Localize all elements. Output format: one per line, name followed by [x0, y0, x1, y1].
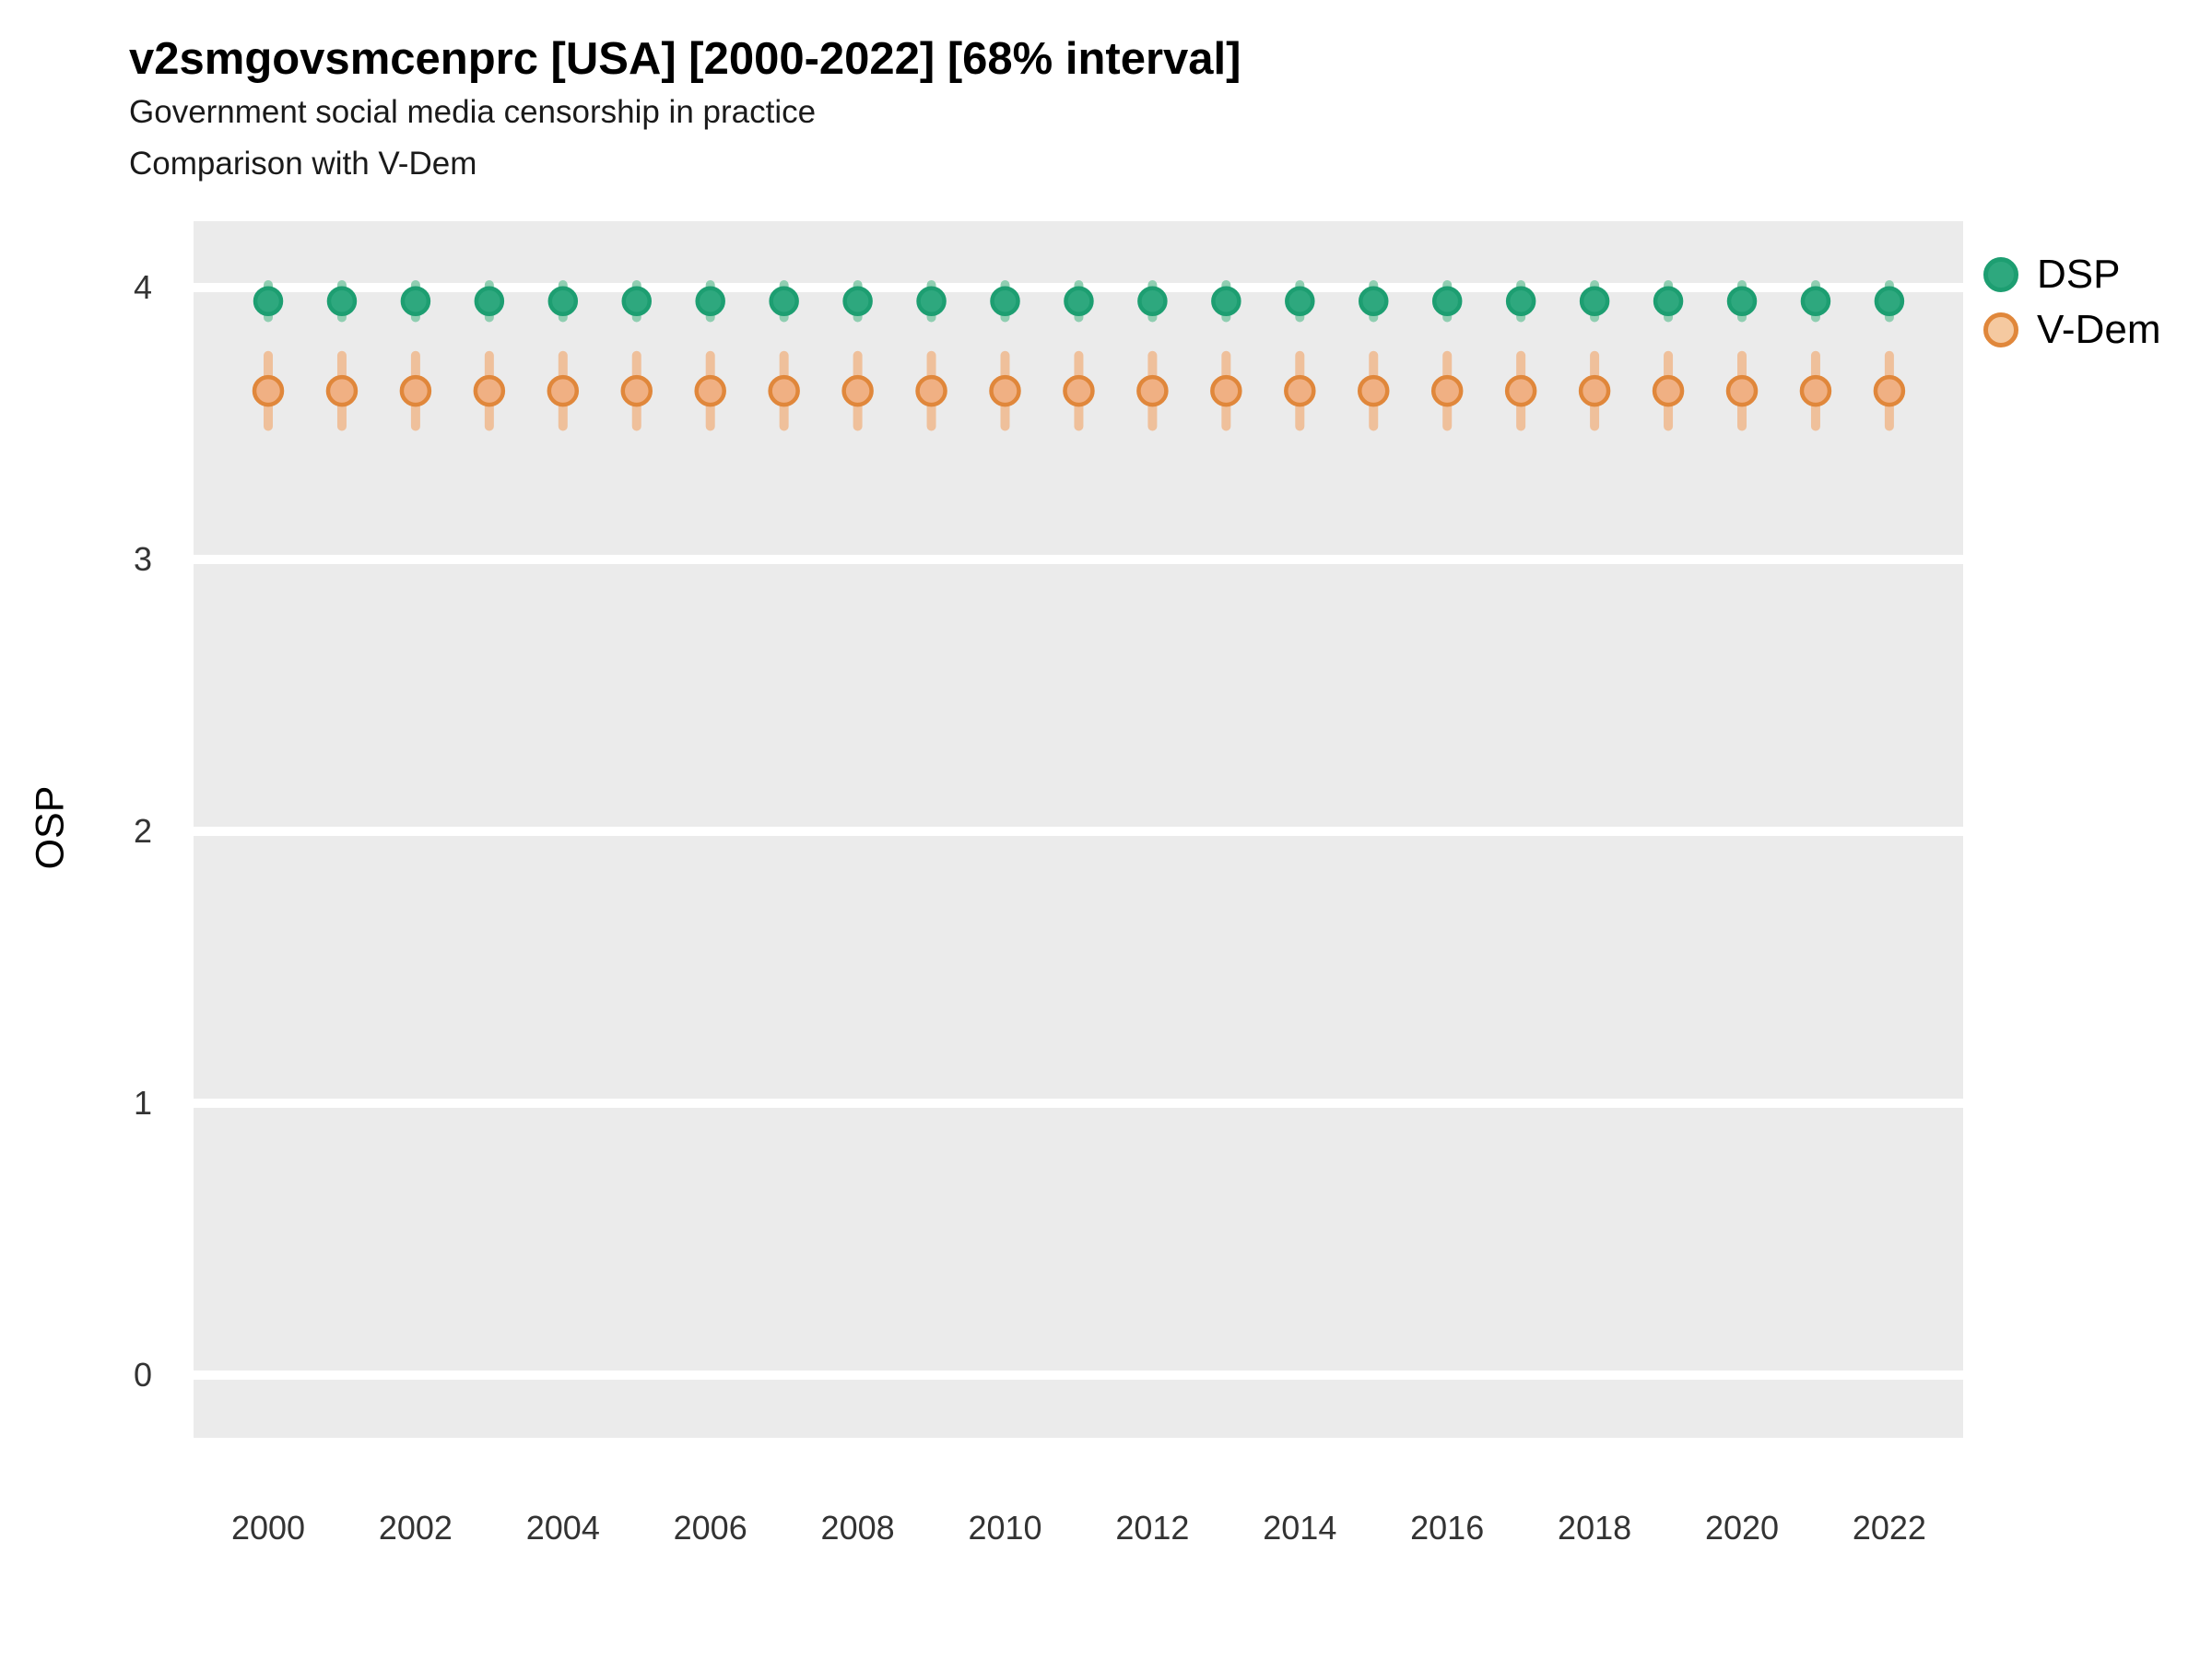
- x-tick-label-2022: 2022: [1852, 1509, 1926, 1547]
- dsp-point-2010: [990, 286, 1020, 316]
- vdem-point-2015: [1358, 374, 1390, 407]
- major-gridline-y0: [194, 1371, 1963, 1380]
- dsp-point-2001: [326, 286, 358, 316]
- dsp-point-2008: [842, 286, 873, 316]
- dsp-marker-icon: [1983, 257, 2018, 292]
- dsp-point-2012: [1137, 286, 1168, 316]
- vdem-point-2017: [1504, 374, 1537, 407]
- vdem-point-2000: [252, 374, 285, 407]
- vdem-point-2004: [547, 374, 580, 407]
- dsp-point-2009: [916, 286, 947, 316]
- dsp-point-2005: [621, 286, 652, 316]
- major-gridline-y3: [194, 555, 1963, 564]
- dsp-point-2018: [1579, 286, 1610, 316]
- legend-item-dsp: DSP: [1983, 251, 2160, 299]
- dsp-point-2007: [769, 286, 799, 316]
- plot-panel: [194, 221, 1963, 1438]
- y-tick-label-4: 4: [133, 268, 152, 306]
- vdem-point-2010: [989, 374, 1021, 407]
- chart-title: v2smgovsmcenprc [USA] [2000-2022] [68% i…: [129, 34, 1241, 84]
- vdem-point-2018: [1578, 374, 1611, 407]
- x-tick-label-2018: 2018: [1558, 1509, 1632, 1547]
- legend: DSP V-Dem: [1983, 251, 2160, 354]
- dsp-point-2020: [1726, 286, 1758, 316]
- x-tick-label-2016: 2016: [1410, 1509, 1485, 1547]
- vdem-point-2011: [1063, 374, 1095, 407]
- vdem-point-2007: [768, 374, 800, 407]
- x-tick-label-2012: 2012: [1115, 1509, 1190, 1547]
- x-tick-label-2010: 2010: [968, 1509, 1042, 1547]
- y-tick-label-0: 0: [133, 1356, 152, 1394]
- dsp-point-2006: [695, 286, 725, 316]
- dsp-point-2015: [1359, 286, 1389, 316]
- dsp-point-2000: [253, 286, 284, 316]
- y-tick-label-3: 3: [133, 540, 152, 578]
- vdem-point-2003: [473, 374, 506, 407]
- dsp-point-2004: [547, 286, 579, 316]
- dsp-point-2002: [400, 286, 431, 316]
- dsp-point-2019: [1653, 286, 1684, 316]
- legend-label-dsp: DSP: [2037, 252, 2121, 297]
- vdem-point-2022: [1873, 374, 1906, 407]
- dsp-point-2016: [1431, 286, 1463, 316]
- vdem-point-2014: [1284, 374, 1316, 407]
- vdem-point-2012: [1136, 374, 1169, 407]
- vdem-point-2009: [915, 374, 947, 407]
- vdem-point-2016: [1430, 374, 1464, 407]
- legend-item-vdem: V-Dem: [1983, 306, 2160, 354]
- x-tick-label-2000: 2000: [230, 1509, 306, 1547]
- vdem-point-2006: [694, 374, 726, 407]
- vdem-point-2013: [1210, 374, 1242, 407]
- chart-subtitle-2: Comparison with V-Dem: [129, 146, 477, 182]
- chart-subtitle: Government social media censorship in pr…: [129, 94, 817, 130]
- y-tick-label-1: 1: [133, 1084, 152, 1122]
- vdem-marker-icon: [1983, 312, 2018, 347]
- dsp-point-2021: [1800, 286, 1831, 316]
- vdem-point-2001: [325, 374, 359, 407]
- vdem-point-2008: [841, 374, 874, 407]
- x-tick-label-2008: 2008: [820, 1509, 895, 1547]
- legend-label-vdem: V-Dem: [2037, 307, 2161, 352]
- dsp-point-2011: [1064, 286, 1094, 316]
- dsp-point-2017: [1505, 286, 1536, 316]
- y-tick-label-2: 2: [133, 812, 152, 850]
- x-tick-label-2002: 2002: [378, 1509, 453, 1547]
- dsp-point-2022: [1874, 286, 1905, 316]
- vdem-point-2021: [1799, 374, 1832, 407]
- dsp-point-2003: [474, 286, 505, 316]
- vdem-point-2002: [399, 374, 432, 407]
- x-tick-label-2020: 2020: [1704, 1509, 1780, 1547]
- dsp-point-2014: [1285, 286, 1315, 316]
- major-gridline-y2: [194, 827, 1963, 836]
- vdem-point-2019: [1652, 374, 1685, 407]
- dsp-point-2013: [1211, 286, 1241, 316]
- vdem-point-2020: [1725, 374, 1759, 407]
- major-gridline-y1: [194, 1099, 1963, 1108]
- vdem-point-2005: [620, 374, 653, 407]
- x-tick-label-2004: 2004: [525, 1509, 600, 1547]
- x-tick-label-2006: 2006: [673, 1509, 747, 1547]
- x-tick-label-2014: 2014: [1263, 1509, 1337, 1547]
